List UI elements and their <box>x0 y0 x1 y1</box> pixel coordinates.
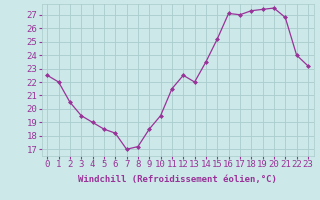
X-axis label: Windchill (Refroidissement éolien,°C): Windchill (Refroidissement éolien,°C) <box>78 175 277 184</box>
